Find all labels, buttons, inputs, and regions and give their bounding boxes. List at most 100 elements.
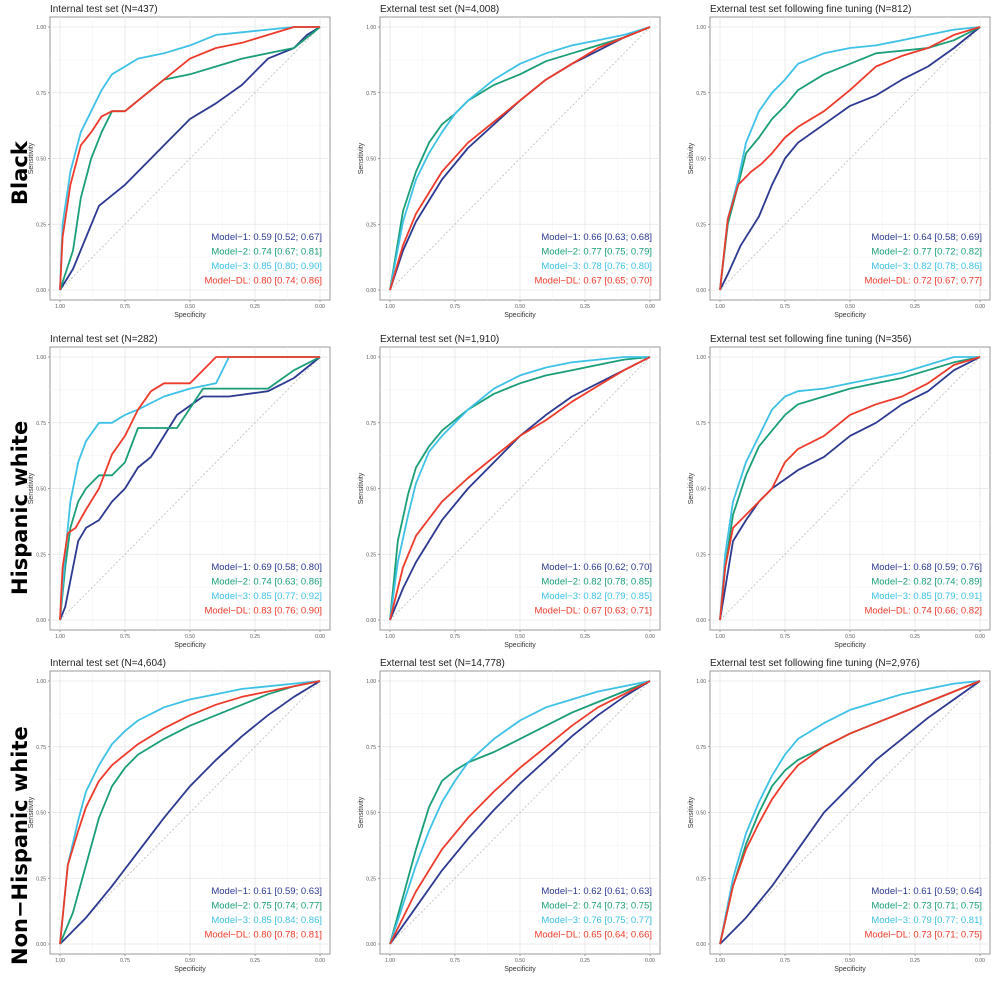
y-tick-label: 0.25 [696, 552, 706, 558]
legend-entry-model-1: Model−1: 0.68 [0.59; 0.76] [871, 562, 982, 573]
x-axis-label: Specificity [174, 966, 206, 973]
x-tick-label: 0.25 [580, 958, 590, 964]
panel-title: External test set following fine tuning … [710, 334, 912, 345]
x-tick-label: 1.00 [715, 304, 725, 310]
x-tick-label: 0.50 [845, 634, 855, 640]
x-tick-label: 0.50 [515, 304, 525, 310]
x-tick-label: 0.75 [780, 958, 790, 964]
legend-entry-model-dl: Model−DL: 0.83 [0.76; 0.90] [204, 606, 322, 617]
y-tick-label: 0.50 [366, 157, 376, 163]
y-axis-label: Sensitivity [28, 796, 35, 828]
x-tick-label: 0.25 [250, 958, 260, 964]
y-tick-label: 0.50 [36, 487, 46, 493]
x-axis-label: Specificity [504, 966, 536, 973]
diagonal-reference-line [719, 356, 981, 621]
y-tick-label: 0.00 [696, 618, 706, 624]
roc-panel: External test set following fine tuning … [670, 0, 1000, 328]
x-tick-label: 0.75 [780, 304, 790, 310]
legend-entry-model-dl: Model−DL: 0.67 [0.63; 0.71] [534, 606, 652, 617]
y-tick-label: 1.00 [696, 355, 706, 361]
x-tick-label: 0.00 [645, 634, 655, 640]
y-tick-label: 0.00 [36, 942, 46, 948]
y-tick-label: 0.75 [696, 745, 706, 751]
y-tick-label: 0.50 [696, 487, 706, 493]
y-tick-label: 0.25 [36, 552, 46, 558]
x-tick-label: 1.00 [55, 304, 65, 310]
legend-entry-model-2: Model−2: 0.75 [0.74; 0.77] [211, 901, 322, 912]
legend-entry-model-1: Model−1: 0.64 [0.58; 0.69] [871, 232, 982, 243]
roc-chart: External test set following fine tuning … [688, 334, 991, 649]
panel-title: External test set following fine tuning … [710, 658, 920, 669]
x-tick-label: 0.50 [845, 304, 855, 310]
legend-entry-model-dl: Model−DL: 0.65 [0.64; 0.66] [534, 930, 652, 941]
panel-title: Internal test set (N=4,604) [50, 658, 166, 669]
roc-curve-model-dl [389, 356, 651, 621]
y-tick-label: 0.25 [366, 222, 376, 228]
y-axis-label: Sensitivity [688, 142, 695, 174]
y-tick-label: 0.50 [36, 811, 46, 817]
panel-title: Internal test set (N=282) [50, 334, 158, 345]
x-tick-label: 1.00 [385, 304, 395, 310]
legend-entry-model-1: Model−1: 0.61 [0.59; 0.64] [871, 886, 982, 897]
legend-entry-model-2: Model−2: 0.82 [0.74; 0.89] [871, 577, 982, 588]
y-axis-label: Sensitivity [28, 142, 35, 174]
legend-entry-model-3: Model−3: 0.79 [0.77; 0.81] [871, 915, 982, 926]
y-tick-label: 0.00 [366, 288, 376, 294]
legend-entry-model-dl: Model−DL: 0.74 [0.66; 0.82] [864, 606, 982, 617]
y-tick-label: 1.00 [696, 679, 706, 685]
y-tick-label: 1.00 [366, 25, 376, 31]
roc-curve-model-1 [719, 26, 981, 291]
roc-curve-model-1 [59, 26, 321, 291]
roc-curve-model-3 [719, 26, 981, 291]
diagonal-reference-line [59, 26, 321, 291]
roc-chart: External test set (N=1,910) 1.00 0.75 0.50 0… [358, 334, 661, 649]
panel-title: External test set (N=1,910) [380, 334, 499, 345]
roc-curve-model-1 [59, 680, 321, 945]
legend-entry-model-1: Model−1: 0.59 [0.52; 0.67] [211, 232, 322, 243]
legend-entry-model-2: Model−2: 0.73 [0.71; 0.75] [871, 901, 982, 912]
x-axis-label: Specificity [504, 642, 536, 649]
roc-curve-model-3 [719, 356, 980, 621]
x-tick-label: 1.00 [55, 958, 65, 964]
x-tick-label: 0.50 [185, 304, 195, 310]
roc-curve-model-dl [389, 680, 651, 945]
x-tick-label: 0.00 [315, 958, 325, 964]
roc-panel: Internal test set (N=282) 1.00 0.75 0.50 0.2… [10, 330, 340, 658]
y-tick-label: 0.75 [696, 91, 706, 97]
diagonal-reference-line [59, 680, 321, 945]
y-axis-label: Sensitivity [688, 796, 695, 828]
y-tick-label: 0.50 [366, 811, 376, 817]
legend-entry-model-3: Model−3: 0.76 [0.75; 0.77] [541, 915, 652, 926]
y-tick-label: 1.00 [36, 355, 46, 361]
x-tick-label: 1.00 [385, 634, 395, 640]
x-tick-label: 1.00 [715, 958, 725, 964]
roc-panel: External test set following fine tuning … [670, 330, 1000, 658]
y-tick-label: 1.00 [36, 25, 46, 31]
legend-entry-model-3: Model−3: 0.82 [0.79; 0.85] [541, 591, 652, 602]
x-tick-label: 1.00 [385, 958, 395, 964]
roc-curve-model-3 [389, 356, 650, 621]
y-tick-label: 1.00 [36, 679, 46, 685]
x-tick-label: 0.50 [845, 958, 855, 964]
roc-chart: External test set (N=14,778) 1.00 0.75 0.50… [358, 658, 661, 973]
x-tick-label: 0.75 [120, 958, 130, 964]
roc-curve-model-1 [389, 356, 651, 621]
y-tick-label: 0.00 [696, 288, 706, 294]
legend-entry-model-3: Model−3: 0.82 [0.78; 0.86] [871, 261, 982, 272]
y-axis-label: Sensitivity [28, 472, 35, 504]
x-axis-label: Specificity [174, 312, 206, 319]
legend-entry-model-2: Model−2: 0.77 [0.72; 0.82] [871, 247, 982, 258]
y-tick-label: 0.75 [36, 91, 46, 97]
roc-curve-model-3 [59, 26, 320, 291]
roc-panel: External test set (N=1,910) 1.00 0.75 0.50 0… [340, 330, 670, 658]
x-tick-label: 0.00 [975, 958, 985, 964]
roc-chart: Internal test set (N=437) 1.00 0.75 0.50 0.2… [28, 4, 331, 319]
x-tick-label: 0.75 [450, 634, 460, 640]
legend-entry-model-dl: Model−DL: 0.67 [0.65; 0.70] [534, 276, 652, 287]
roc-curve-model-dl [389, 26, 651, 291]
y-tick-label: 0.75 [366, 745, 376, 751]
roc-curve-model-2 [389, 26, 651, 291]
y-tick-label: 0.75 [36, 745, 46, 751]
roc-curve-model-dl [719, 26, 981, 291]
roc-curve-model-1 [389, 26, 651, 291]
